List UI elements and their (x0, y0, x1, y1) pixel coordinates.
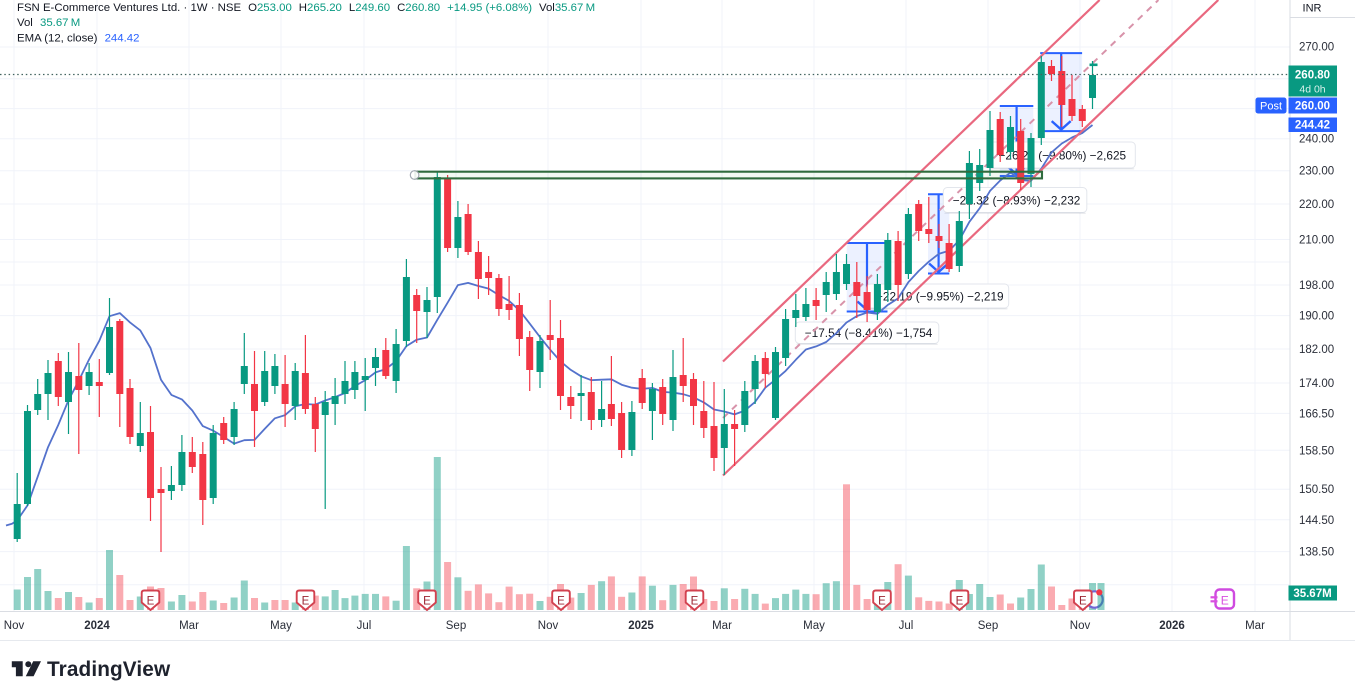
svg-text:EMA (12, close) 244.42: EMA (12, close) 244.42 (17, 33, 139, 45)
svg-text:138.50: 138.50 (1299, 547, 1334, 559)
svg-text:E: E (423, 596, 431, 608)
svg-text:May: May (270, 620, 292, 632)
svg-text:E: E (691, 596, 699, 608)
svg-text:E: E (878, 596, 886, 608)
svg-text:Vol 35.67 M: Vol 35.67 M (17, 17, 80, 29)
svg-text:174.00: 174.00 (1299, 378, 1334, 390)
svg-text:E: E (147, 596, 155, 608)
svg-text:Jul: Jul (357, 620, 372, 632)
svg-text:4d 0h: 4d 0h (1299, 84, 1325, 96)
svg-text:2025: 2025 (628, 620, 654, 632)
svg-text:150.50: 150.50 (1299, 484, 1334, 496)
svg-text:E: E (956, 596, 964, 608)
svg-text:INR: INR (1303, 3, 1322, 15)
svg-text:260.80: 260.80 (1295, 70, 1330, 82)
svg-text:−22.32 (−8.93%) −2,232: −22.32 (−8.93%) −2,232 (953, 193, 1081, 207)
svg-text:158.50: 158.50 (1299, 445, 1334, 457)
svg-text:Sep: Sep (978, 620, 998, 632)
svg-text:230.00: 230.00 (1299, 166, 1334, 178)
svg-text:May: May (803, 620, 825, 632)
svg-text:Jul: Jul (899, 620, 914, 632)
svg-text:244.42: 244.42 (1295, 120, 1330, 132)
svg-text:182.00: 182.00 (1299, 344, 1334, 356)
svg-text:E: E (302, 596, 310, 608)
svg-text:Mar: Mar (712, 620, 732, 632)
svg-text:190.00: 190.00 (1299, 311, 1334, 323)
svg-text:260.00: 260.00 (1295, 101, 1330, 113)
svg-text:166.50: 166.50 (1299, 408, 1334, 420)
svg-text:2026: 2026 (1159, 620, 1185, 632)
svg-text:270.00: 270.00 (1299, 42, 1334, 54)
svg-text:210.00: 210.00 (1299, 235, 1334, 247)
svg-text:144.50: 144.50 (1299, 515, 1334, 527)
svg-text:Mar: Mar (179, 620, 199, 632)
svg-text:Mar: Mar (1245, 620, 1265, 632)
svg-text:35.67M: 35.67M (1293, 588, 1331, 600)
svg-text:E: E (1079, 596, 1087, 608)
svg-text:TradingView: TradingView (47, 658, 171, 681)
svg-text:E: E (557, 596, 565, 608)
svg-text:−22.19 (−9.95%) −2,219: −22.19 (−9.95%) −2,219 (876, 289, 1004, 303)
svg-text:220.00: 220.00 (1299, 199, 1334, 211)
svg-text:Nov: Nov (1070, 620, 1091, 632)
svg-text:Post: Post (1260, 101, 1282, 113)
svg-text:2024: 2024 (84, 620, 110, 632)
svg-text:Nov: Nov (4, 620, 25, 632)
svg-text:198.00: 198.00 (1299, 280, 1334, 292)
svg-text:E: E (1221, 594, 1229, 608)
svg-text:Sep: Sep (446, 620, 466, 632)
svg-text:Nov: Nov (538, 620, 559, 632)
svg-text:240.00: 240.00 (1299, 134, 1334, 146)
svg-text:−17.54 (−8.41%) −1,754: −17.54 (−8.41%) −1,754 (805, 326, 933, 340)
svg-text:FSN E-Commerce Ventures Ltd. ·: FSN E-Commerce Ventures Ltd. · 1W · NSE O… (17, 2, 595, 14)
